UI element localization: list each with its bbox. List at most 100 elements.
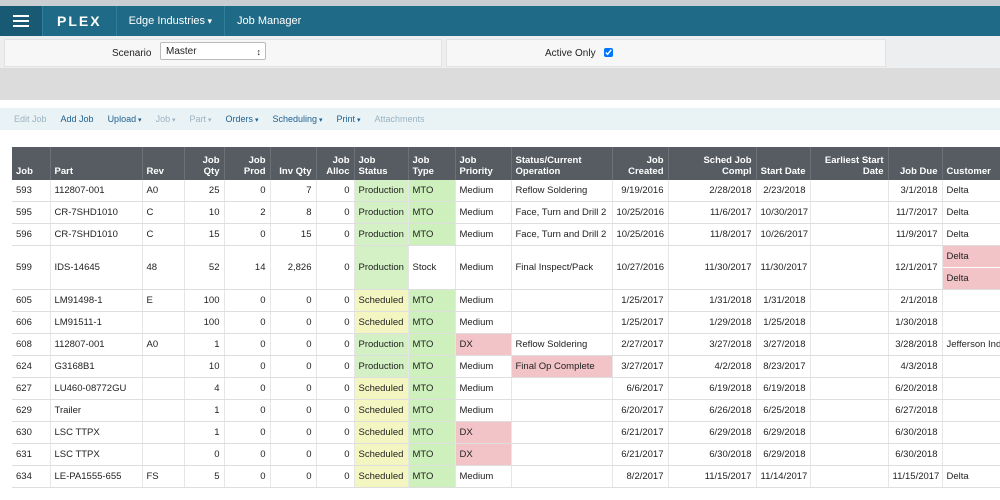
- menu-button[interactable]: [0, 6, 43, 36]
- table-cell: 6/30/2018: [888, 421, 943, 444]
- table-cell: Delta Delta: [942, 245, 1000, 290]
- table-cell: Scheduled: [354, 465, 409, 488]
- table-cell: 593: [12, 180, 51, 202]
- job-row[interactable]: 624 G3168B1 10 0 0 0 Production MTO Medium Final …: [12, 355, 1000, 378]
- table-cell: 0: [224, 421, 271, 444]
- column-header[interactable]: Earliest Start Date: [810, 147, 889, 180]
- table-cell: 0: [270, 443, 317, 466]
- table-cell: [942, 289, 1000, 312]
- table-cell: 1/29/2018: [668, 311, 757, 334]
- table-cell: 10/25/2016: [612, 223, 669, 246]
- table-cell: 6/29/2018: [756, 443, 811, 466]
- table-cell: 1: [184, 399, 225, 422]
- job-row[interactable]: 634 LE-PA1555-655 FS 5 0 0 0 Scheduled MTO Medium…: [12, 465, 1000, 488]
- column-header[interactable]: Sched Job Compl: [668, 147, 757, 180]
- toolbar: Edit Job Add Job Upload Job Part Orders Schedu…: [0, 108, 1000, 130]
- job-row[interactable]: 605 LM91498-1 E 100 0 0 0 Scheduled MTO Medium 1/2…: [12, 289, 1000, 312]
- table-cell: Scheduled: [354, 399, 409, 422]
- toolbar-button[interactable]: Print: [337, 114, 361, 124]
- table-cell: 2/23/2018: [756, 180, 811, 202]
- job-row[interactable]: 627 LU460-08772GU 4 0 0 0 Scheduled MTO Medium 6/…: [12, 377, 1000, 400]
- table-cell: E: [142, 289, 185, 312]
- toolbar-button: Edit Job: [14, 114, 47, 124]
- table-cell: A0: [142, 180, 185, 202]
- table-cell: 11/30/2017: [756, 245, 811, 290]
- table-cell: [810, 180, 889, 202]
- column-header[interactable]: Part: [50, 147, 143, 180]
- table-cell: 0: [224, 465, 271, 488]
- toolbar-button[interactable]: Upload: [108, 114, 142, 124]
- job-row[interactable]: 630 LSC TTPX 1 0 0 0 Scheduled MTO DX 6/21/2017 6/…: [12, 421, 1000, 444]
- scenario-select[interactable]: Master: [160, 42, 266, 61]
- table-cell: 10/27/2016: [612, 245, 669, 290]
- table-cell: [810, 289, 889, 312]
- column-header[interactable]: Job Due: [888, 147, 943, 180]
- toolbar-button[interactable]: Add Job: [60, 114, 94, 124]
- column-header[interactable]: Job Status: [354, 147, 409, 180]
- table-cell: [142, 377, 185, 400]
- table-cell: 6/21/2017: [612, 443, 669, 466]
- table-cell: 3/1/2018: [888, 180, 943, 202]
- table-cell: 4/2/2018: [668, 355, 757, 378]
- table-cell: 11/30/2017: [668, 245, 757, 290]
- brand-logo[interactable]: PLEX: [43, 6, 117, 36]
- job-row[interactable]: 629 Trailer 1 0 0 0 Scheduled MTO Medium 6/20/201…: [12, 399, 1000, 422]
- table-cell: [142, 399, 185, 422]
- column-header[interactable]: Job Prod: [224, 147, 271, 180]
- table-cell: 10/25/2016: [612, 201, 669, 224]
- job-row[interactable]: 593 112807-001 A0 25 0 7 0 Production MTO Medium R…: [12, 180, 1000, 202]
- table-cell: 8: [270, 201, 317, 224]
- table-cell: 0: [270, 421, 317, 444]
- table-cell: G3168B1: [50, 355, 143, 378]
- table-cell: DX: [455, 443, 512, 466]
- table-cell: 1/31/2018: [756, 289, 811, 312]
- toolbar-button[interactable]: Scheduling: [273, 114, 323, 124]
- table-cell: 6/19/2018: [668, 377, 757, 400]
- table-cell: Scheduled: [354, 289, 409, 312]
- job-row[interactable]: 596 CR-7SHD1010 C 15 0 15 0 Production MTO Medium…: [12, 223, 1000, 246]
- table-cell: 6/21/2017: [612, 421, 669, 444]
- column-header[interactable]: Rev: [142, 147, 185, 180]
- column-header[interactable]: Inv Qty: [270, 147, 317, 180]
- table-cell: 3/27/2018: [756, 333, 811, 356]
- table-cell: C: [142, 223, 185, 246]
- table-cell: LSC TTPX: [50, 443, 143, 466]
- table-cell: Medium: [455, 180, 512, 202]
- table-cell: Face, Turn and Drill 2: [511, 201, 613, 224]
- table-cell: [810, 421, 889, 444]
- table-cell: 0: [224, 223, 271, 246]
- job-row[interactable]: 631 LSC TTPX 0 0 0 0 Scheduled MTO DX 6/21/2017 6/…: [12, 443, 1000, 466]
- job-row[interactable]: 608 112807-001 A0 1 0 0 0 Production MTO DX Reflow…: [12, 333, 1000, 356]
- column-header[interactable]: Job Qty: [184, 147, 225, 180]
- active-only-checkbox[interactable]: [604, 48, 613, 57]
- table-cell: Medium: [455, 245, 512, 290]
- table-cell: Scheduled: [354, 443, 409, 466]
- toolbar-button[interactable]: Orders: [226, 114, 259, 124]
- table-cell: MTO: [408, 421, 456, 444]
- column-header[interactable]: Job Type: [408, 147, 456, 180]
- table-cell: MTO: [408, 377, 456, 400]
- job-row[interactable]: 595 CR-7SHD1010 C 10 2 8 0 Production MTO Medium F…: [12, 201, 1000, 224]
- table-cell: [142, 311, 185, 334]
- table-cell: 0: [224, 311, 271, 334]
- column-header[interactable]: Job: [12, 147, 51, 180]
- column-header[interactable]: Status/Current Operation: [511, 147, 613, 180]
- column-header[interactable]: Job Created: [612, 147, 669, 180]
- company-menu[interactable]: Edge Industries: [117, 6, 226, 36]
- table-cell: 0: [270, 355, 317, 378]
- table-cell: 2: [224, 201, 271, 224]
- table-cell: 112807-001: [50, 180, 143, 202]
- column-header[interactable]: Job Priority: [455, 147, 512, 180]
- gray-band: [0, 68, 1000, 100]
- column-header[interactable]: Start Date: [756, 147, 811, 180]
- table-cell: Medium: [455, 377, 512, 400]
- table-cell: A0: [142, 333, 185, 356]
- column-header[interactable]: Customer: [942, 147, 1000, 180]
- table-cell: 5: [184, 465, 225, 488]
- job-row[interactable]: 606 LM91511-1 100 0 0 0 Scheduled MTO Medium 1/25…: [12, 311, 1000, 334]
- table-cell: 0: [316, 223, 355, 246]
- job-row[interactable]: 599 IDS-14645 48 52 14 2,826 0 Production Stock M…: [12, 245, 1000, 290]
- table-cell: 1: [184, 333, 225, 356]
- table-cell: 6/19/2018: [756, 377, 811, 400]
- column-header[interactable]: Job Alloc: [316, 147, 355, 180]
